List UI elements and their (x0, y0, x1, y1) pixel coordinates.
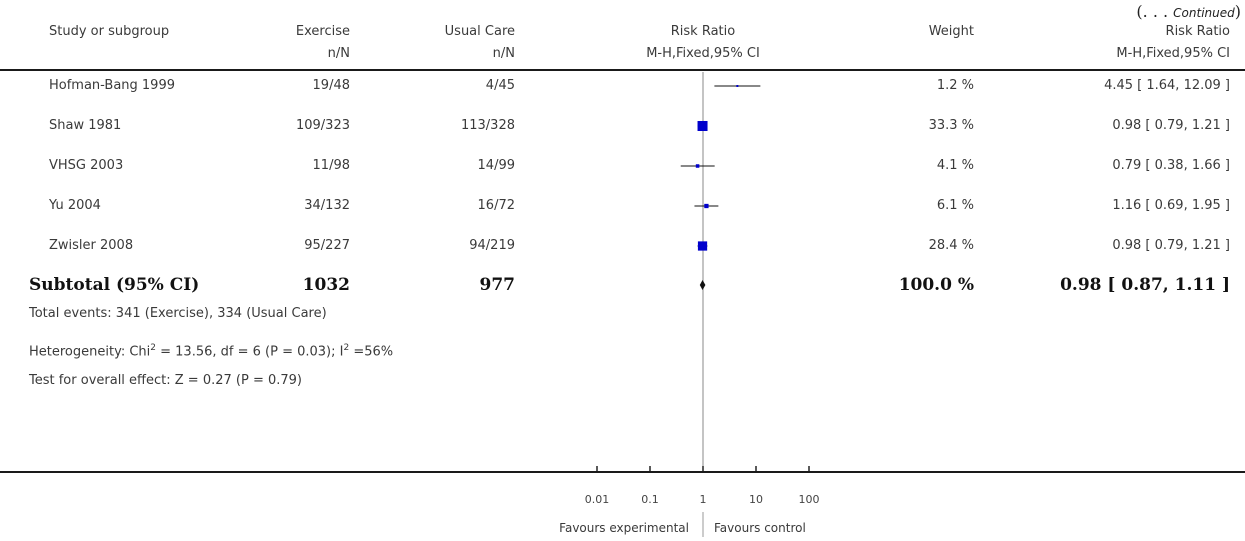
header-usual-care-sub: n/N (492, 46, 515, 61)
usual-care-count: 14/99 (477, 158, 515, 173)
study-marker (695, 164, 700, 168)
usual-care-count: 4/45 (485, 78, 515, 93)
usual-care-count: 94/219 (469, 238, 515, 253)
usual-care-count: 113/328 (460, 118, 515, 133)
study-name: Shaw 1981 (49, 118, 122, 133)
study-name: VHSG 2003 (49, 158, 124, 173)
header-weight: Weight (928, 24, 974, 39)
total-events-note: Total events: 341 (Exercise), 334 (Usual… (29, 306, 327, 321)
favours-experimental-label: Favours experimental (559, 521, 689, 535)
header-exercise: Exercise (295, 24, 350, 39)
pooled-diamond (699, 280, 706, 290)
risk-ratio-ci: 0.79 [ 0.38, 1.66 ] (1112, 158, 1230, 173)
risk-ratio-ci: 0.98 [ 0.79, 1.21 ] (1112, 118, 1230, 133)
bottom-rule (0, 471, 1245, 473)
favours-control-label: Favours control (714, 521, 806, 535)
header-risk-ratio-plot: Risk Ratio (670, 24, 736, 39)
header-rule (0, 69, 1245, 71)
axis-tick-label: 0.01 (585, 493, 610, 506)
subtotal-usual-care: 977 (479, 275, 516, 295)
study-marker (697, 241, 708, 251)
axis-tick-label: 10 (749, 493, 763, 506)
risk-ratio-ci: 1.16 [ 0.69, 1.95 ] (1112, 198, 1230, 213)
subtotal-label: Subtotal (95% CI) (29, 275, 200, 295)
axis-tick-label: 0.1 (641, 493, 659, 506)
overall-effect-note: Test for overall effect: Z = 0.27 (P = 0… (29, 373, 302, 388)
weight-value: 6.1 % (936, 198, 974, 213)
usual-care-count: 16/72 (477, 198, 515, 213)
header-risk-ratio-plot-sub: M-H,Fixed,95% CI (646, 46, 760, 61)
exercise-count: 19/48 (312, 78, 350, 93)
header-exercise-sub: n/N (327, 46, 350, 61)
study-marker (736, 85, 739, 87)
exercise-count: 95/227 (304, 238, 350, 253)
study-name: Zwisler 2008 (49, 238, 134, 253)
exercise-count: 34/132 (304, 198, 350, 213)
weight-value: 1.2 % (936, 78, 974, 93)
study-name: Hofman-Bang 1999 (49, 78, 175, 93)
subtotal-weight: 100.0 % (898, 275, 974, 295)
header-risk-ratio-sub: M-H,Fixed,95% CI (1116, 46, 1230, 61)
weight-value: 4.1 % (936, 158, 974, 173)
axis-tick-label: 1 (700, 493, 707, 506)
header-risk-ratio: Risk Ratio (1165, 24, 1230, 39)
risk-ratio-ci: 4.45 [ 1.64, 12.09 ] (1104, 78, 1230, 93)
weight-value: 28.4 % (928, 238, 974, 253)
continued-note: (. . . Continued) (1136, 2, 1241, 21)
axis-tick-label: 100 (799, 493, 820, 506)
study-marker (697, 121, 708, 131)
study-name: Yu 2004 (49, 198, 101, 213)
header-usual-care: Usual Care (444, 24, 515, 39)
weight-value: 33.3 % (928, 118, 974, 133)
header-study: Study or subgroup (49, 24, 170, 39)
study-marker (704, 203, 709, 209)
heterogeneity-note: Heterogeneity: Chi2 = 13.56, df = 6 (P =… (29, 343, 394, 360)
risk-ratio-ci: 0.98 [ 0.79, 1.21 ] (1112, 238, 1230, 253)
exercise-count: 11/98 (312, 158, 350, 173)
exercise-count: 109/323 (295, 118, 350, 133)
subtotal-exercise: 1032 (302, 275, 350, 295)
subtotal-risk-ratio: 0.98 [ 0.87, 1.11 ] (1060, 275, 1230, 295)
